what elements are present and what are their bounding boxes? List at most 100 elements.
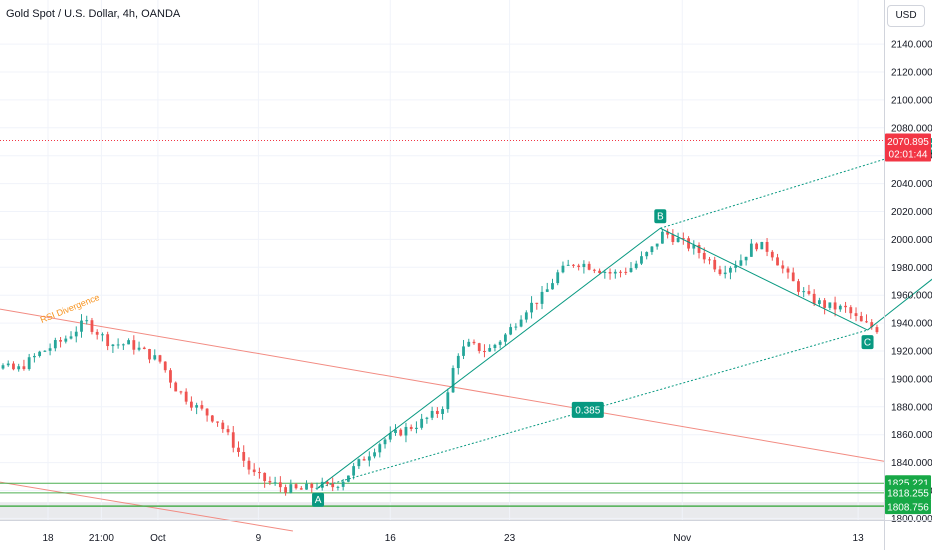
candle-body [231,432,235,448]
candle-body [305,483,308,490]
currency-button[interactable]: USD [887,5,925,27]
pattern-point-b[interactable]: B [654,209,667,224]
candle [802,287,806,298]
pattern-leg-ab[interactable] [317,227,661,489]
pattern-leg-cd[interactable] [867,58,932,331]
candle-body [666,231,670,235]
candle [833,296,837,317]
candle [812,289,816,307]
candle [875,324,879,334]
candle-body [687,238,690,249]
candle [671,229,675,246]
price-tag-bg [885,484,931,500]
candle [85,315,89,325]
candle [184,388,188,405]
candle-body [797,281,800,292]
candle-body [273,482,277,484]
candle [315,482,319,490]
candle-body [676,238,680,243]
pattern-ratio-line-bd[interactable] [660,58,932,229]
candle-body [331,483,335,488]
candle-body [671,234,675,243]
candle [289,479,293,494]
y-tick-label: 2080.000 [891,123,932,134]
pattern-point-badge [861,335,874,350]
candle [572,263,575,268]
candle [163,361,167,373]
candle-body [744,256,748,261]
candle-body [216,421,219,423]
candle-body [200,405,204,409]
candle [6,360,10,367]
candle [828,302,832,311]
candle-body [812,293,816,304]
candle-body [252,469,256,473]
candle [231,426,235,453]
candle [744,256,748,266]
candle-body [493,344,497,349]
candle [598,268,601,274]
candle-body [634,263,638,269]
candle [441,406,444,420]
candle [650,246,654,255]
candle-body [692,245,696,249]
pattern-point-a[interactable]: A [312,492,325,507]
x-tick-label: 13 [853,533,865,544]
pattern-leg-bc[interactable] [660,227,868,331]
candle-body [284,487,287,493]
candle [17,363,21,372]
candle-body [566,264,570,266]
ratio-label[interactable]: 0.385 [571,401,604,418]
candle-body [179,391,183,393]
candle [640,251,643,266]
candle [80,314,83,338]
x-tick-label: 16 [385,533,397,544]
candle [566,259,570,266]
candle [148,348,151,364]
candle-body [503,334,507,342]
candle [451,365,455,393]
candle-body [43,350,47,352]
candle-body [346,475,350,482]
candle-body [723,272,727,275]
candle [666,228,670,239]
candle-body [524,312,528,320]
candle [545,282,549,293]
candle [734,260,738,273]
candle-body [624,271,628,273]
candle [467,338,471,348]
x-tick-label: 21:00 [89,533,114,544]
candle [174,381,178,392]
candle [169,368,172,389]
candle-body [299,488,303,490]
candle [1,363,5,370]
candle [770,250,774,261]
candle-body [875,327,879,333]
trendline-upper[interactable] [0,308,885,462]
candle [205,408,209,422]
candle [64,335,68,344]
candle [43,350,47,353]
candle [373,448,376,459]
candle [577,263,581,271]
pattern-point-label: C [864,338,871,349]
candle-body [294,484,298,489]
candle [263,472,267,488]
pattern-point-c[interactable]: C [861,335,874,350]
candle-body [399,429,403,436]
candle-body [80,320,83,332]
candle [404,422,408,443]
candle [409,424,413,432]
candle [121,343,125,350]
candle [127,338,130,345]
candle-body [404,426,408,436]
candle [27,353,31,371]
candle-body [221,422,225,430]
candle-body [268,481,272,483]
candle-body [189,401,193,408]
candle [619,270,622,278]
candle [865,314,868,323]
candle-body [383,439,387,445]
